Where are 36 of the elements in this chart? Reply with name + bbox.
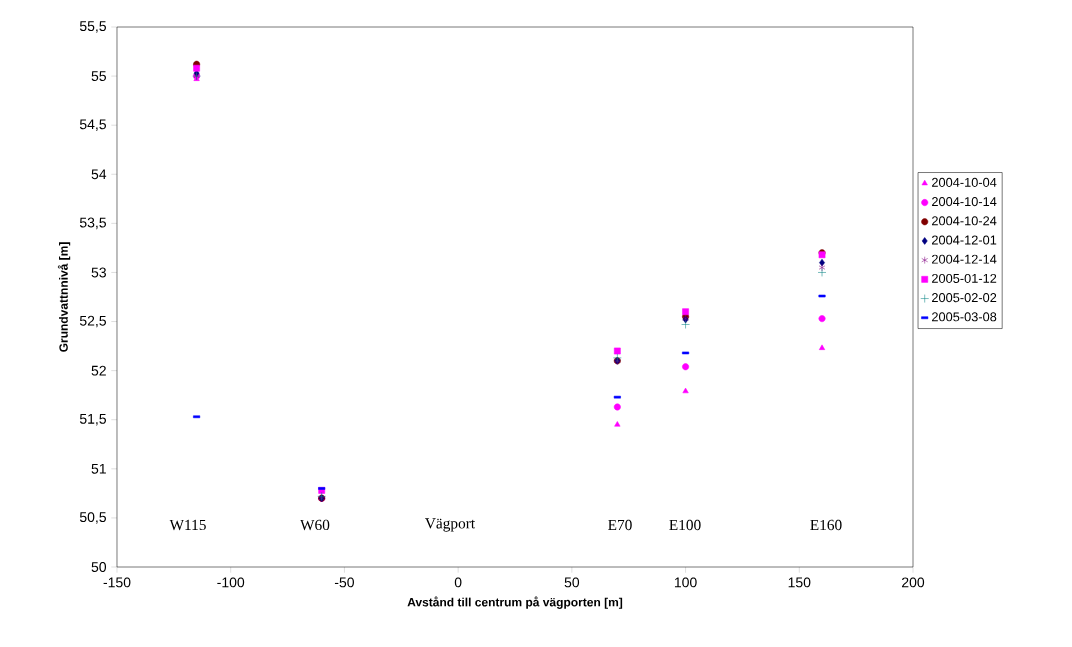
y-tick-label: 55,5	[79, 21, 106, 33]
annotation: W115	[169, 519, 206, 531]
annotation: Vägport	[425, 518, 475, 532]
legend-label: 2005-03-08	[932, 312, 997, 322]
y-tick-label: 50,5	[79, 512, 106, 524]
annotation: E100	[669, 519, 701, 531]
y-tick-label: 54	[91, 169, 107, 180]
y-tick-label: 52	[91, 365, 106, 376]
x-tick-label: -150	[103, 577, 131, 588]
x-tick-label: -50	[334, 577, 354, 588]
x-tick-label: 200	[902, 577, 925, 588]
x-tick-label: -100	[217, 577, 245, 588]
x-axis-title: Avstånd till centrum på vägporten [m]	[407, 596, 623, 609]
annotation: W60	[300, 519, 330, 531]
x-tick-label: 150	[788, 577, 811, 588]
y-tick-label: 51,5	[79, 414, 106, 426]
legend-label: 2004-10-24	[932, 216, 997, 226]
legend-label: 2005-01-12	[932, 273, 997, 283]
legend-label: 2004-10-14	[932, 197, 997, 207]
legend-label: 2004-12-01	[932, 235, 997, 245]
legend-label: 2004-10-04	[932, 177, 997, 187]
x-tick-label: 50	[564, 577, 580, 588]
annotation: E70	[608, 519, 632, 531]
legend-label: 2005-02-02	[932, 293, 997, 303]
y-tick-label: 53,5	[79, 217, 106, 230]
y-axis-title: Grundvattnnivå [m]	[57, 242, 71, 352]
y-tick-label: 50	[91, 562, 107, 572]
y-tick-label: 55	[91, 71, 106, 81]
x-tick-label: 0	[454, 577, 462, 588]
annotation: E160	[810, 519, 842, 531]
y-tick-label: 51	[91, 463, 106, 474]
y-tick-label: 52,5	[79, 315, 106, 328]
legend-label: 2004-12-14	[932, 254, 997, 264]
y-tick-label: 53	[91, 267, 106, 278]
y-tick-label: 54,5	[79, 119, 106, 131]
x-tick-label: 100	[674, 577, 697, 588]
